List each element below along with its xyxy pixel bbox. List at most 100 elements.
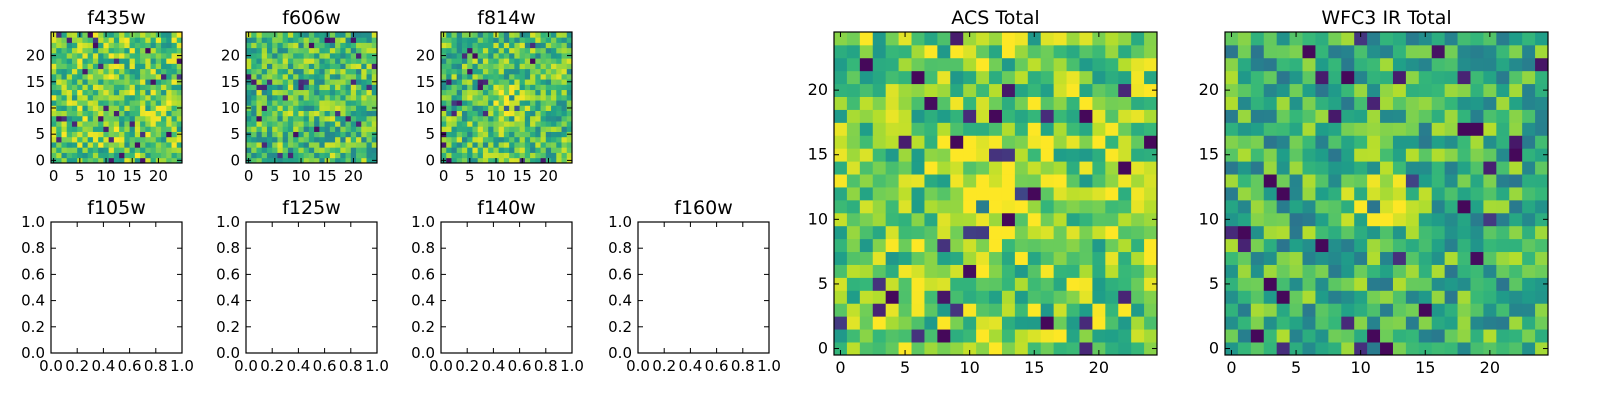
heatmap-cell — [566, 84, 573, 91]
heatmap-cell — [1276, 187, 1290, 201]
heatmap-cell — [129, 37, 136, 43]
heatmap-cell — [461, 115, 468, 122]
heatmap-cell — [103, 47, 110, 54]
heatmap-cell — [846, 135, 861, 149]
heatmap-cell — [282, 100, 289, 106]
heatmap-cell — [976, 212, 990, 227]
heatmap-cell — [350, 84, 357, 91]
heatmap-cell — [366, 42, 373, 49]
y-tick-label: 0 — [230, 151, 240, 169]
heatmap-cell — [1444, 264, 1458, 278]
heatmap-cell — [989, 44, 1003, 59]
heatmap-cell — [561, 157, 568, 164]
heatmap-cell — [150, 115, 157, 122]
heatmap-cell — [155, 42, 162, 49]
heatmap-cell — [1105, 161, 1119, 175]
heatmap-cell — [77, 84, 83, 91]
heatmap-cell — [924, 290, 938, 304]
heatmap-cell — [1509, 342, 1523, 356]
heatmap-cell — [1470, 148, 1484, 162]
heatmap-cell — [461, 89, 468, 96]
heatmap-cell — [1418, 135, 1433, 149]
heatmap-cell — [1496, 83, 1510, 97]
heatmap-cell — [545, 126, 552, 132]
heatmap-cell — [335, 126, 341, 132]
heatmap-cell — [287, 131, 294, 138]
heatmap-cell — [298, 142, 305, 148]
heatmap-cell — [1131, 264, 1145, 278]
heatmap-cell — [482, 126, 489, 132]
heatmap-cell — [324, 84, 331, 91]
heatmap-cell — [98, 94, 104, 101]
heatmap-cell — [498, 42, 505, 49]
heatmap-cell — [451, 68, 458, 75]
x-tick-label: 15 — [513, 167, 532, 185]
heatmap-cell — [456, 142, 463, 148]
heatmap-cell — [1250, 187, 1265, 201]
heatmap-cell — [1105, 329, 1119, 343]
heatmap-cell — [366, 32, 373, 38]
axes-frame — [440, 31, 573, 164]
heatmap-cell — [498, 110, 505, 117]
heatmap-cell — [87, 126, 94, 132]
heatmap-cell — [171, 42, 178, 49]
heatmap-cell — [1001, 161, 1016, 175]
heatmap-cell — [1079, 109, 1093, 123]
heatmap-cell — [1014, 238, 1029, 253]
heatmap-cell — [1496, 264, 1510, 278]
heatmap-cell — [509, 68, 515, 75]
heatmap-cell — [145, 68, 151, 75]
heatmap-cell — [519, 47, 526, 54]
heatmap-cell — [846, 96, 861, 110]
heatmap-cell — [66, 131, 73, 138]
heatmap-cell — [282, 121, 289, 127]
heatmap-cell — [266, 73, 273, 80]
heatmap-cell — [872, 277, 887, 291]
heatmap-cell — [834, 174, 848, 188]
heatmap-cell — [113, 37, 120, 43]
heatmap-cell — [266, 126, 273, 132]
heatmap-cell — [1131, 212, 1145, 227]
x-tick-label: 1.0 — [365, 357, 389, 375]
heatmap-cell — [1341, 264, 1355, 278]
heatmap-cell — [361, 121, 367, 127]
heatmap-cell — [514, 147, 520, 153]
heatmap-cell — [859, 44, 874, 59]
heatmap-cell — [1014, 161, 1029, 175]
heatmap-cell — [61, 115, 68, 122]
heatmap-cell — [924, 199, 938, 214]
heatmap-cell — [335, 121, 341, 127]
heatmap-cell — [1027, 174, 1042, 188]
heatmap-cell — [472, 63, 479, 70]
heatmap-cell — [1105, 44, 1119, 59]
heatmap-cell — [129, 121, 136, 127]
heatmap-cell — [1131, 96, 1145, 110]
heatmap-cell — [976, 122, 990, 136]
heatmap-cell — [859, 251, 874, 265]
heatmap-cell — [488, 63, 494, 70]
heatmap-cell — [1522, 122, 1536, 136]
y-tick-label: 15 — [221, 73, 240, 91]
heatmap-cell — [976, 199, 990, 214]
heatmap-cell — [1392, 290, 1407, 304]
heatmap-cell — [561, 105, 568, 111]
heatmap-cell — [535, 142, 541, 148]
heatmap-cell — [477, 73, 484, 80]
heatmap-cell — [1053, 316, 1067, 330]
heatmap-cell — [361, 79, 367, 85]
heatmap-cell — [1483, 44, 1497, 59]
heatmap-cell — [166, 37, 172, 43]
heatmap-cell — [1276, 342, 1290, 356]
heatmap-cell — [66, 89, 73, 96]
heatmap-cell — [1053, 329, 1067, 343]
heatmap-cell — [872, 290, 887, 304]
heatmap-cell — [872, 187, 887, 201]
heatmap-cell — [963, 187, 977, 201]
heatmap-cell — [1483, 199, 1497, 214]
heatmap-cell — [261, 84, 268, 91]
heatmap-cell — [256, 100, 263, 106]
heatmap-cell — [924, 96, 938, 110]
heatmap-cell — [1315, 290, 1329, 304]
heatmap-cell — [340, 63, 346, 70]
heatmap-cell — [1237, 316, 1252, 330]
